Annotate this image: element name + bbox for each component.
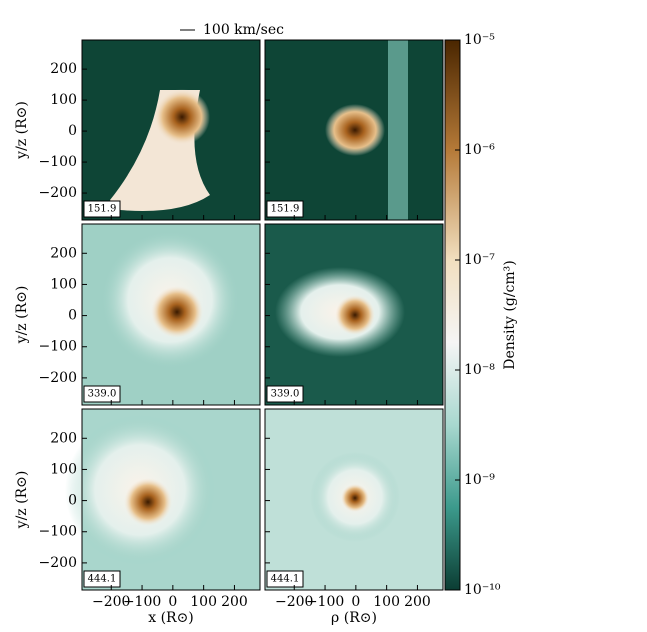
colorbar-tick-label: 10⁻⁶ bbox=[464, 142, 495, 158]
panel-frame bbox=[81, 39, 261, 221]
star bbox=[325, 104, 385, 156]
panel-frame bbox=[81, 223, 261, 406]
y-tick-label: 100 bbox=[50, 92, 77, 108]
y-tick-label: −100 bbox=[39, 339, 77, 355]
x-tick-label: 200 bbox=[404, 594, 431, 610]
time-label: 444.1 bbox=[271, 574, 300, 585]
y-tick-label: 0 bbox=[68, 123, 77, 139]
x-tick-label: −200 bbox=[275, 594, 313, 610]
star bbox=[341, 484, 369, 512]
y-tick-label: −100 bbox=[39, 154, 77, 170]
time-box bbox=[266, 570, 304, 588]
colorbar-tick-label: 10⁻⁹ bbox=[464, 472, 495, 488]
star bbox=[151, 286, 203, 338]
time-box bbox=[83, 385, 121, 403]
x-label: x (R⊙) bbox=[148, 610, 194, 626]
colorbar-tick-label: 10⁻⁸ bbox=[464, 362, 495, 378]
x-tick-label: 0 bbox=[168, 594, 177, 610]
x-tick-label: −100 bbox=[123, 594, 161, 610]
time-box bbox=[83, 570, 121, 588]
y-tick-label: 0 bbox=[68, 493, 77, 509]
colorbar-tick-label: 10⁻⁷ bbox=[464, 252, 495, 268]
y-tick-label: 200 bbox=[50, 61, 77, 77]
colorbar-tick-label: 10⁻¹⁰ bbox=[464, 582, 501, 598]
time-label: 339.0 bbox=[271, 389, 300, 400]
star bbox=[154, 89, 210, 145]
time-label: 151.9 bbox=[271, 204, 300, 215]
y-tick-label: −100 bbox=[39, 524, 77, 540]
jet bbox=[388, 40, 408, 220]
time-box bbox=[266, 200, 304, 218]
panel-frame bbox=[264, 408, 444, 591]
x-tick-label: −100 bbox=[306, 594, 344, 610]
y-tick-label: −200 bbox=[39, 370, 77, 386]
time-label: 151.9 bbox=[88, 204, 117, 215]
y-label: y/z (R⊙) bbox=[14, 286, 30, 345]
x-tick-label: −200 bbox=[92, 594, 130, 610]
y-tick-label: 200 bbox=[50, 245, 77, 261]
y-tick-label: 0 bbox=[68, 308, 77, 324]
y-tick-label: −200 bbox=[39, 555, 77, 571]
x-label: ρ (R⊙) bbox=[331, 610, 377, 626]
time-box bbox=[83, 200, 121, 218]
y-tick-label: 100 bbox=[50, 276, 77, 292]
panel-frame bbox=[264, 223, 444, 406]
colorbar-label: Density (g/cm³) bbox=[502, 260, 518, 370]
time-label: 339.0 bbox=[88, 389, 117, 400]
y-label: y/z (R⊙) bbox=[14, 471, 30, 530]
y-tick-label: 200 bbox=[50, 430, 77, 446]
star bbox=[124, 478, 172, 526]
y-tick-label: −200 bbox=[39, 185, 77, 201]
y-label: y/z (R⊙) bbox=[14, 101, 30, 160]
colorbar-tick-label: 10⁻⁵ bbox=[464, 32, 495, 48]
time-box bbox=[266, 385, 304, 403]
x-tick-label: 0 bbox=[351, 594, 360, 610]
arrow-label: 100 km/sec bbox=[203, 22, 284, 38]
x-tick-label: 200 bbox=[221, 594, 248, 610]
x-tick-label: 100 bbox=[373, 594, 400, 610]
y-tick-label: 100 bbox=[50, 461, 77, 477]
panel-frame bbox=[81, 408, 261, 591]
time-label: 444.1 bbox=[88, 574, 117, 585]
x-tick-label: 100 bbox=[190, 594, 217, 610]
colorbar bbox=[444, 39, 461, 591]
panel-frame bbox=[264, 39, 444, 221]
star bbox=[335, 295, 375, 335]
